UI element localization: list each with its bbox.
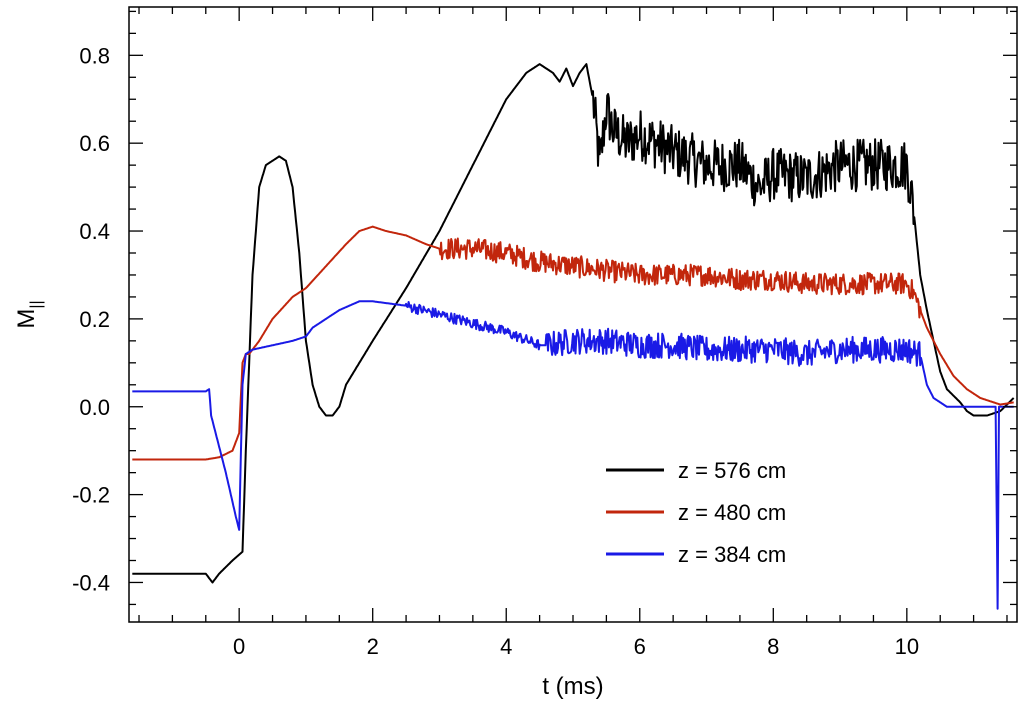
series-line-1 — [132, 63, 1015, 584]
x-tick-label: 10 — [895, 634, 919, 659]
y-tick-label: 0.4 — [79, 219, 110, 244]
y-axis-label-text: M|| — [13, 300, 45, 328]
y-tick-label: 0.8 — [79, 43, 110, 68]
series-line-2 — [132, 225, 1014, 461]
y-tick-label: 0.6 — [79, 131, 110, 156]
x-tick-label: 4 — [500, 634, 512, 659]
x-axis-label: t (ms) — [542, 673, 603, 700]
y-axis-label-main: M — [13, 309, 40, 329]
y-tick-label: -0.4 — [72, 570, 110, 595]
y-tick-label: 0.0 — [79, 395, 110, 420]
y-axis-label: M|| — [13, 300, 45, 328]
y-tick-label: -0.2 — [72, 483, 110, 508]
x-tick-label: 8 — [767, 634, 779, 659]
ticks-layer: 0 2 4 6 8 10 -0.4 -0.2 0.0 0.2 0.4 0.6 0.8 — [72, 7, 1017, 659]
y-tick-label: 0.2 — [79, 307, 110, 332]
legend-label-2: z = 480 cm — [678, 500, 786, 525]
legend-label-1: z = 576 cm — [678, 458, 786, 483]
legend-label-3: z = 384 cm — [678, 542, 786, 567]
x-tick-label: 2 — [367, 634, 379, 659]
series-line-3 — [132, 300, 1014, 610]
legend: z = 576 cm z = 480 cm z = 384 cm — [606, 458, 786, 567]
x-tick-label: 0 — [233, 634, 245, 659]
y-axis-label-subscript: || — [28, 300, 45, 308]
x-tick-label: 6 — [634, 634, 646, 659]
plot-frame — [128, 6, 1018, 623]
labels-layer: t (ms) M|| — [13, 300, 604, 700]
series-layer — [132, 63, 1015, 610]
